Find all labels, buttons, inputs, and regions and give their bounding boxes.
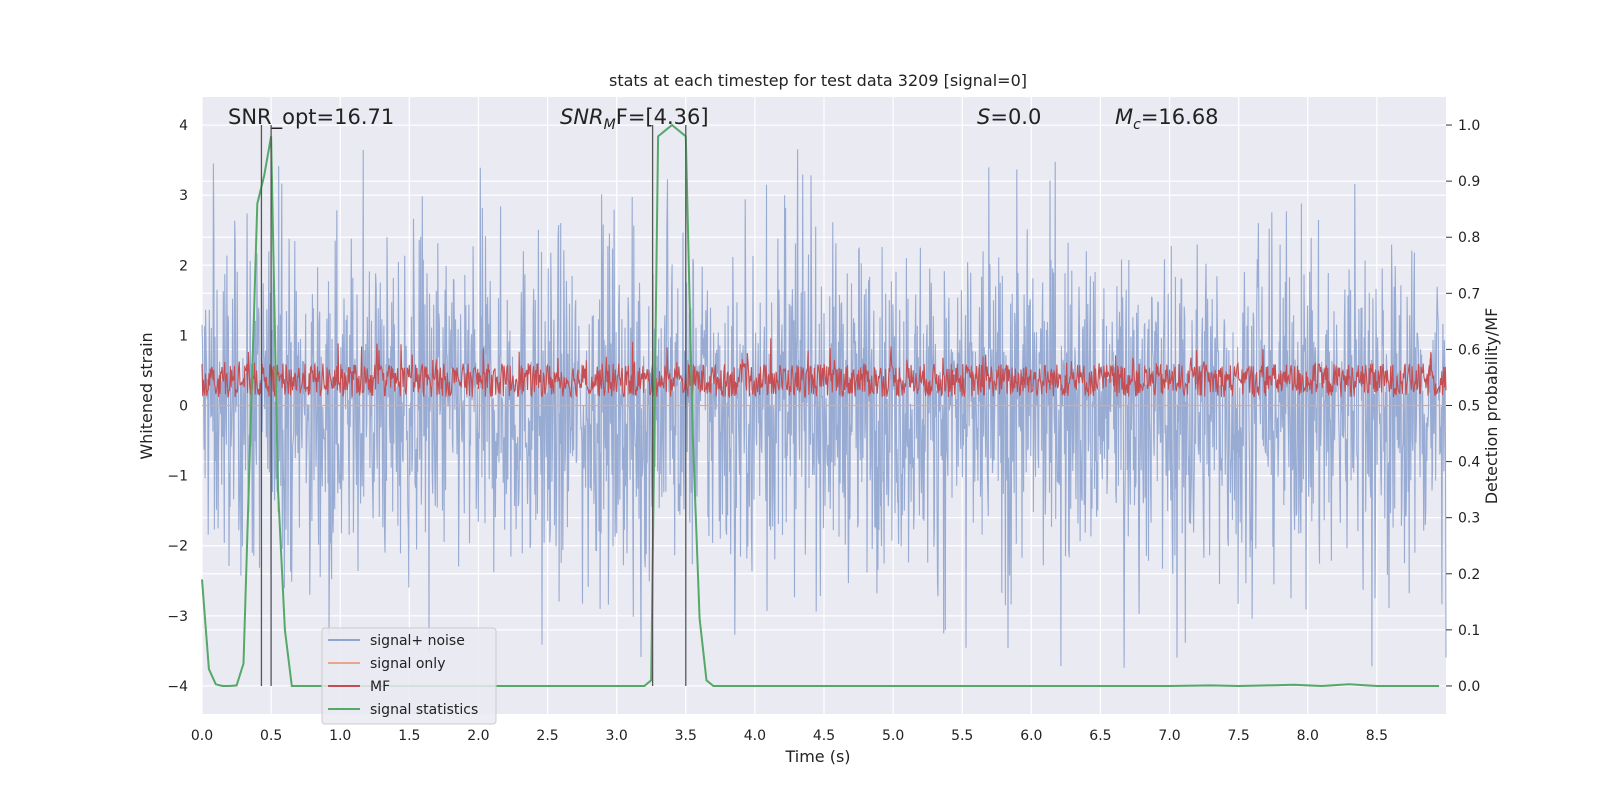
x-tick-label: 6.0 bbox=[1020, 728, 1042, 744]
x-axis-label: Time (s) bbox=[784, 747, 850, 766]
annotation-mc: Mc=16.68 bbox=[1115, 105, 1219, 133]
y-tick-label: 0 bbox=[179, 399, 188, 415]
annotation-mc-rest: =16.68 bbox=[1141, 105, 1219, 129]
legend-label-signal-statistics: signal statistics bbox=[370, 702, 478, 718]
legend-label-signal-noise: signal+ noise bbox=[370, 633, 465, 649]
x-tick-label: 0.5 bbox=[260, 728, 282, 744]
legend-box bbox=[321, 627, 497, 725]
x-tick-label: 2.0 bbox=[467, 728, 489, 744]
annotation-snr-mf-main: SNR bbox=[560, 105, 604, 129]
y2-tick-label: 0.1 bbox=[1458, 623, 1480, 639]
y2-tick-label: 0.9 bbox=[1458, 174, 1480, 190]
x-tick-label: 7.0 bbox=[1158, 728, 1180, 744]
x-tick-label: 6.5 bbox=[1089, 728, 1111, 744]
y2-tick-label: 0.4 bbox=[1458, 455, 1480, 471]
x-tick-label: 4.5 bbox=[813, 728, 835, 744]
x-tick-label: 3.0 bbox=[606, 728, 628, 744]
y-tick-label: 2 bbox=[179, 258, 188, 274]
x-tick-label: 4.0 bbox=[744, 728, 766, 744]
annotation-s-rest: =0.0 bbox=[990, 105, 1041, 129]
y-tick-label: 3 bbox=[179, 188, 188, 204]
y2-axis-label: Detection probability/MF bbox=[1482, 308, 1501, 505]
annotation-mc-main: M bbox=[1115, 105, 1133, 129]
y2-tick-label: 0.2 bbox=[1458, 567, 1480, 583]
y-tick-label: 4 bbox=[179, 118, 188, 134]
x-tick-label: 5.5 bbox=[951, 728, 973, 744]
annotation-s: S=0.0 bbox=[977, 105, 1041, 129]
series-signal-statistics-line bbox=[201, 123, 1440, 688]
x-tick-label: 8.5 bbox=[1366, 728, 1388, 744]
x-tick-label: 5.0 bbox=[882, 728, 904, 744]
annotation-s-main: S bbox=[977, 105, 990, 129]
y2-tick-label: 1.0 bbox=[1458, 118, 1480, 134]
y2-tick-label: 0.8 bbox=[1458, 230, 1480, 246]
x-tick-label: 0.0 bbox=[191, 728, 213, 744]
y2-tick-label: 0.7 bbox=[1458, 286, 1480, 302]
legend-label-signal-only: signal only bbox=[370, 656, 445, 672]
x-tick-label: 8.0 bbox=[1297, 728, 1319, 744]
annotation-mc-sub: c bbox=[1133, 117, 1141, 133]
legend-label-mf: MF bbox=[370, 679, 390, 695]
x-tick-label: 3.5 bbox=[675, 728, 697, 744]
x-tick-label: 1.5 bbox=[398, 728, 420, 744]
series-signal-noise-line bbox=[201, 149, 1447, 668]
y2-tick-label: 0.0 bbox=[1458, 679, 1480, 695]
y2-tick-label: 0.5 bbox=[1458, 399, 1480, 415]
y-tick-label: −4 bbox=[167, 679, 188, 695]
x-tick-label: 1.0 bbox=[329, 728, 351, 744]
annotation-snr-mf: SNRMF=[4.36] bbox=[560, 105, 709, 133]
series-mf-line bbox=[201, 338, 1447, 399]
x-tick-label: 7.5 bbox=[1228, 728, 1250, 744]
legend: signal+ noise signal only MF signal stat… bbox=[321, 627, 497, 725]
y-axis-label: Whitened strain bbox=[137, 332, 156, 459]
y-tick-label: −3 bbox=[167, 609, 188, 625]
annotation-snr-mf-rest: F=[4.36] bbox=[616, 105, 709, 129]
y-tick-label: 1 bbox=[179, 328, 188, 344]
annotation-snr-opt: SNR_opt=16.71 bbox=[228, 105, 394, 130]
y2-tick-label: 0.6 bbox=[1458, 342, 1480, 358]
chart-title: stats at each timestep for test data 320… bbox=[609, 71, 1027, 90]
y2-tick-label: 0.3 bbox=[1458, 511, 1480, 527]
annotation-snr-mf-sub: M bbox=[604, 117, 616, 133]
y-tick-label: −1 bbox=[167, 469, 188, 485]
y-tick-label: −2 bbox=[167, 539, 188, 555]
x-tick-label: 2.5 bbox=[536, 728, 558, 744]
